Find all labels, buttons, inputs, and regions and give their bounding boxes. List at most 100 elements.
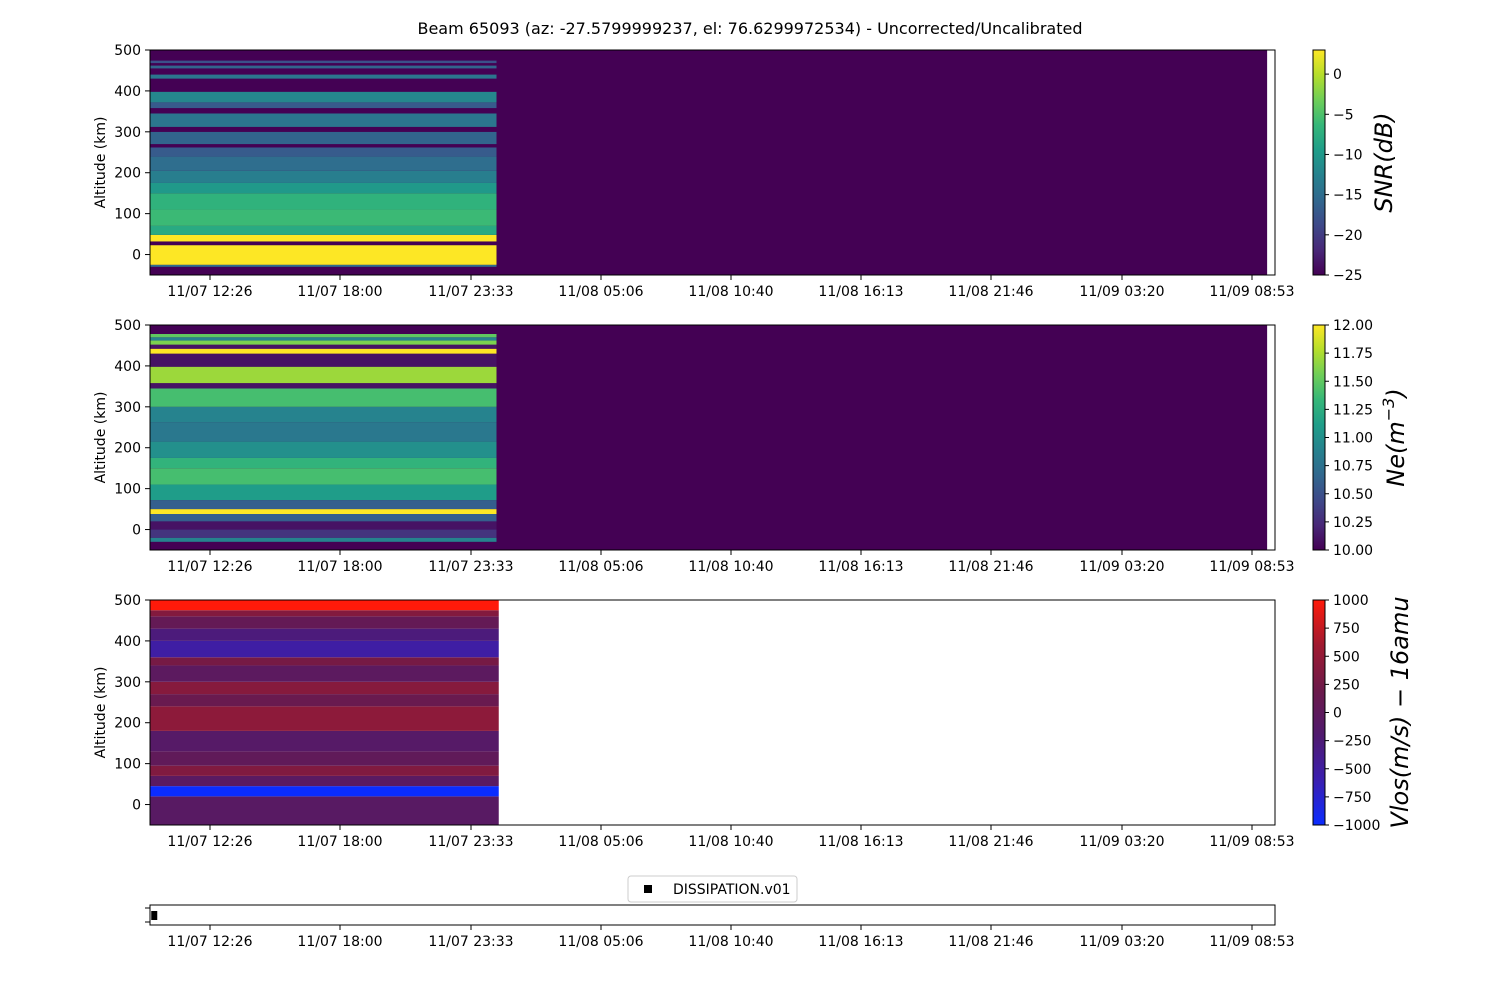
ne-band: [150, 353, 497, 367]
data-marks-x-tick-label: 11/09 08:53: [1209, 934, 1294, 950]
snr-colorbar-tick-label: −5: [1333, 107, 1354, 123]
vlos-x-tick-label: 11/09 03:20: [1079, 834, 1164, 850]
vlos-band: [150, 610, 499, 617]
snr-band: [150, 241, 497, 246]
snr-band: [150, 91, 497, 103]
data-marks-x-tick-label: 11/08 21:46: [948, 934, 1033, 950]
vlos-band: [150, 786, 499, 797]
data-marks-x-tick-label: 11/07 18:00: [297, 934, 382, 950]
snr-colorbar-tick-label: −20: [1333, 228, 1363, 244]
snr-band: [150, 113, 497, 127]
snr-band: [150, 245, 497, 265]
ne-band: [150, 337, 497, 341]
ne-x-tick-label: 11/07 12:26: [167, 559, 252, 575]
ne-colorbar-tick-label: 10.00: [1333, 543, 1373, 559]
data-marks-panel: DISSIPATION.v01 11/07 12:26 11/07 18:00 11…: [145, 875, 1295, 950]
data-marks-x-tick-label: 11/07 12:26: [167, 934, 252, 950]
vlos-x-tick-label: 11/07 18:00: [297, 834, 382, 850]
snr-x-tick-label: 11/08 21:46: [948, 284, 1033, 300]
snr-band: [150, 170, 497, 183]
ne-band: [150, 468, 497, 485]
vlos-x-tick-label: 11/09 08:53: [1209, 834, 1294, 850]
ne-y-tick-label: 100: [114, 482, 141, 498]
ne-colorbar-tick-label: 10.50: [1333, 487, 1373, 503]
snr-x-tick-label: 11/09 03:20: [1079, 284, 1164, 300]
vlos-x-tick-label: 11/08 16:13: [818, 834, 903, 850]
data-marks-axes-frame: [149, 904, 1276, 926]
vlos-colorbar-label: Vlos(m/s) − 16amu: [1386, 596, 1414, 828]
ne-colorbar-tick-label: 10.25: [1333, 515, 1373, 531]
snr-band: [150, 78, 497, 92]
vlos-x-tick-label: 11/07 23:33: [428, 834, 513, 850]
snr-colorbar-tick-label: −10: [1333, 147, 1363, 163]
vlos-band: [150, 600, 499, 611]
vlos-band: [150, 628, 499, 641]
snr-y-tick-label: 300: [114, 125, 141, 141]
vlos-band: [150, 616, 499, 629]
vlos-colorbar-tick-label: −750: [1333, 790, 1371, 806]
snr-x-tick-label: 11/08 05:06: [558, 284, 643, 300]
ne-panel: 0 100 200 300 400 500 Altitude (km) 11/07 12:26…: [93, 318, 1410, 575]
vlos-y-tick-label: 0: [132, 798, 141, 814]
snr-band: [150, 209, 497, 226]
vlos-y-axis-label: Altitude (km): [93, 667, 109, 759]
snr-colorbar: [1312, 49, 1326, 276]
ne-band: [150, 500, 497, 510]
snr-panel: 0 100 200 300 400 500 Altitude (km) 11/07 12:26…: [93, 43, 1398, 300]
snr-y-tick-label: 200: [114, 166, 141, 182]
snr-band: [150, 68, 497, 75]
snr-y-tick-label: 100: [114, 207, 141, 223]
ne-y-axis-label: Altitude (km): [93, 392, 109, 484]
ne-x-tick-label: 11/09 03:20: [1079, 559, 1164, 575]
snr-band: [150, 60, 497, 64]
ne-band: [150, 514, 497, 522]
data-mark-point: [151, 911, 158, 920]
data-marks-x-tick-label: 11/07 23:33: [428, 934, 513, 950]
ne-colorbar-tick-label: 11.50: [1333, 374, 1373, 390]
ne-colorbar-tick-label: 11.00: [1333, 431, 1373, 447]
ne-band: [150, 484, 497, 501]
data-marks-x-tick-label: 11/08 10:40: [688, 934, 773, 950]
snr-colorbar-label: SNR(dB): [1370, 112, 1398, 212]
snr-x-tick-label: 11/07 23:33: [428, 284, 513, 300]
vlos-colorbar: [1312, 599, 1326, 826]
snr-colorbar-tick-label: −25: [1333, 268, 1363, 284]
vlos-band: [150, 681, 499, 695]
vlos-band: [150, 751, 499, 766]
ne-band: [150, 366, 497, 384]
snr-x-tick-label: 11/07 12:26: [167, 284, 252, 300]
ne-band: [150, 340, 497, 345]
snr-band: [150, 193, 497, 210]
vlos-y-tick-label: 300: [114, 675, 141, 691]
vlos-band: [150, 640, 499, 658]
vlos-band: [150, 775, 499, 787]
snr-band: [150, 65, 497, 69]
snr-colorbar-tick-label: 0: [1333, 67, 1342, 83]
vlos-band: [150, 796, 499, 825]
legend: DISSIPATION.v01: [627, 875, 798, 903]
ne-x-tick-label: 11/07 18:00: [297, 559, 382, 575]
data-marks-x-tick-label: 11/08 16:13: [818, 934, 903, 950]
snr-band: [150, 74, 497, 79]
ne-y-tick-label: 400: [114, 359, 141, 375]
ne-colorbar: [1312, 324, 1326, 551]
legend-label: DISSIPATION.v01: [673, 882, 791, 898]
snr-band: [150, 63, 497, 66]
ne-colorbar-tick-label: 10.75: [1333, 459, 1373, 475]
vlos-band: [150, 665, 499, 682]
ne-band: [150, 406, 497, 423]
ne-band: [150, 441, 497, 458]
vlos-y-tick-label: 400: [114, 634, 141, 650]
vlos-y-tick-label: 500: [114, 593, 141, 609]
ne-x-tick-label: 11/08 05:06: [558, 559, 643, 575]
snr-band: [150, 156, 497, 171]
ne-x-tick-label: 11/07 23:33: [428, 559, 513, 575]
snr-band: [150, 225, 497, 235]
vlos-band: [150, 657, 499, 666]
ne-band: [150, 334, 497, 338]
snr-band: [150, 126, 497, 132]
vlos-axes-frame: [149, 599, 1276, 826]
vlos-x-tick-label: 11/08 21:46: [948, 834, 1033, 850]
vlos-colorbar-tick-label: −1000: [1333, 818, 1380, 834]
ne-band: [150, 521, 497, 530]
